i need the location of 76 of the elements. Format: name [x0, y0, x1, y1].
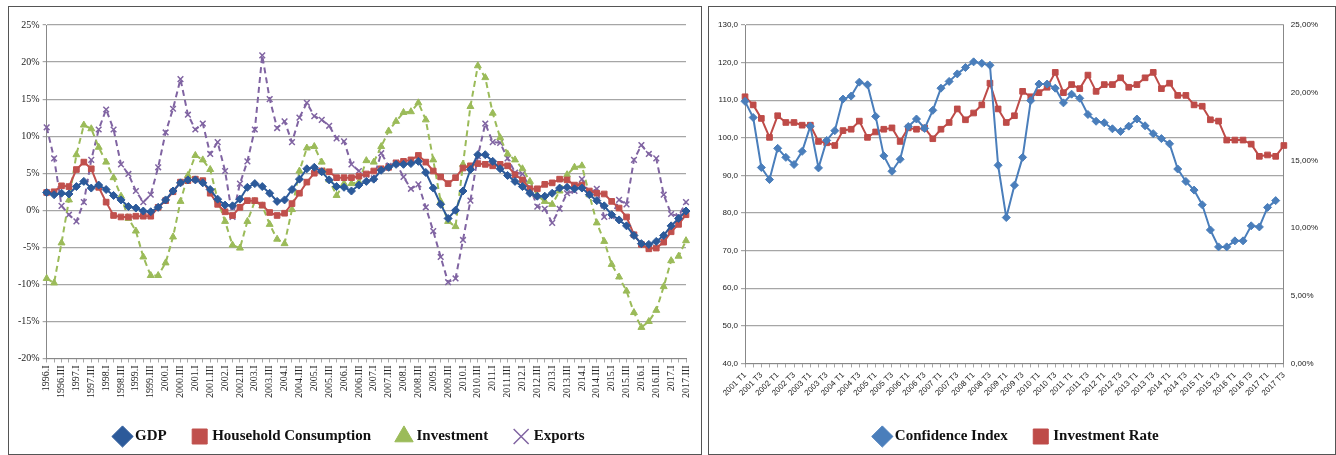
legend-label: Confidence Index — [894, 427, 1009, 444]
x-tick-label: 2016.I — [635, 365, 647, 392]
y-tick-label: 25% — [21, 18, 40, 30]
y-tick-label: 50,0 — [722, 321, 739, 331]
y-tick-label: 10% — [21, 129, 40, 141]
x-tick-label: 2007.I — [367, 365, 379, 392]
x-tick-label: 2003.III — [263, 365, 275, 399]
x-tick-label: 1998.I — [99, 365, 111, 392]
y2-tick-label: 15,00% — [1290, 155, 1319, 165]
x-tick-label: 2012.III — [530, 365, 542, 399]
y-tick-label: 70,0 — [722, 245, 739, 255]
x-tick-label: 1998.III — [114, 365, 126, 399]
x-tick-label: 2004.I — [278, 365, 290, 392]
y2-tick-label: 5,00% — [1290, 290, 1314, 300]
y-tick-label: -15% — [17, 315, 40, 327]
y-tick-label: -10% — [17, 278, 40, 290]
legend-label: Exports — [533, 427, 585, 444]
x-tick-label: 2005.I — [307, 365, 319, 392]
x-tick-label: 2010.III — [471, 365, 483, 399]
y-tick-label: 120,0 — [717, 57, 739, 67]
x-tick-label: 2015.I — [605, 365, 617, 392]
x-tick-label: 1997.III — [84, 365, 96, 399]
x-tick-label: 1999.III — [144, 365, 156, 399]
y-tick-label: -5% — [22, 240, 40, 252]
x-tick-label: 2003.I — [248, 365, 260, 392]
y2-tick-label: 10,00% — [1290, 223, 1319, 233]
x-tick-label: 2010.I — [456, 365, 468, 392]
x-tick-label: 2008.I — [397, 365, 409, 392]
x-tick-label: 2016.III — [649, 365, 661, 399]
y-tick-label: 20% — [21, 55, 40, 67]
y-tick-label: 90,0 — [722, 170, 739, 180]
x-tick-label: 1997.I — [70, 365, 82, 392]
y-tick-label: 130,0 — [717, 20, 739, 30]
x-tick-label: 2004.III — [293, 365, 305, 399]
x-tick-label: 2008.III — [411, 365, 423, 399]
x-tick-label: 2013.III — [560, 365, 572, 399]
y2-tick-label: 25,00% — [1290, 20, 1319, 30]
y-tick-label: -20% — [17, 352, 40, 364]
x-tick-label: 2002.III — [233, 365, 245, 399]
x-tick-label: 2011.I — [486, 365, 498, 391]
x-tick-label: 2014.III — [590, 365, 602, 399]
x-tick-label: 2011.III — [501, 365, 513, 398]
x-tick-label: 1996.I — [40, 365, 52, 392]
x-tick-label: 1996.III — [55, 365, 67, 399]
x-tick-label: 2009.I — [426, 365, 438, 392]
x-tick-label: 2007.III — [382, 365, 394, 399]
y-tick-label: 15% — [21, 92, 40, 104]
y2-tick-label: 0,00% — [1290, 358, 1314, 368]
y-tick-label: 40,0 — [722, 358, 739, 368]
y-tick-label: 0% — [26, 203, 40, 215]
x-tick-label: 2009.III — [441, 365, 453, 399]
x-tick-label: 1999.I — [129, 365, 141, 392]
x-tick-label: 2001.I — [188, 365, 200, 392]
y-tick-label: 100,0 — [717, 133, 739, 143]
legend-label: GDP — [135, 427, 167, 444]
y-tick-label: 60,0 — [722, 283, 739, 293]
x-tick-label: 2002.I — [218, 365, 230, 392]
x-tick-label: 2006.III — [352, 365, 364, 399]
y-tick-label: 80,0 — [722, 208, 739, 218]
legend-label: Investment — [416, 427, 489, 444]
y-tick-label: 5% — [26, 166, 40, 178]
x-tick-label: 2005.III — [322, 365, 334, 399]
x-tick-label: 2017.I — [664, 365, 676, 392]
x-tick-label: 2012.I — [516, 365, 528, 392]
x-tick-label: 2017.III — [679, 365, 691, 399]
x-tick-label: 2013.I — [545, 365, 557, 392]
y-tick-label: 110,0 — [718, 95, 739, 105]
x-tick-label: 2006.I — [337, 365, 349, 392]
x-tick-label: 2000.III — [174, 365, 186, 399]
legend-label: Investment Rate — [1053, 427, 1159, 444]
legend-label: Household Consumption — [212, 427, 372, 444]
x-tick-label: 2000.I — [159, 365, 171, 392]
y2-tick-label: 20,00% — [1290, 87, 1319, 97]
x-tick-label: 2001.III — [203, 365, 215, 399]
x-tick-label: 2014.I — [575, 365, 587, 392]
x-tick-label: 2015.III — [620, 365, 632, 399]
